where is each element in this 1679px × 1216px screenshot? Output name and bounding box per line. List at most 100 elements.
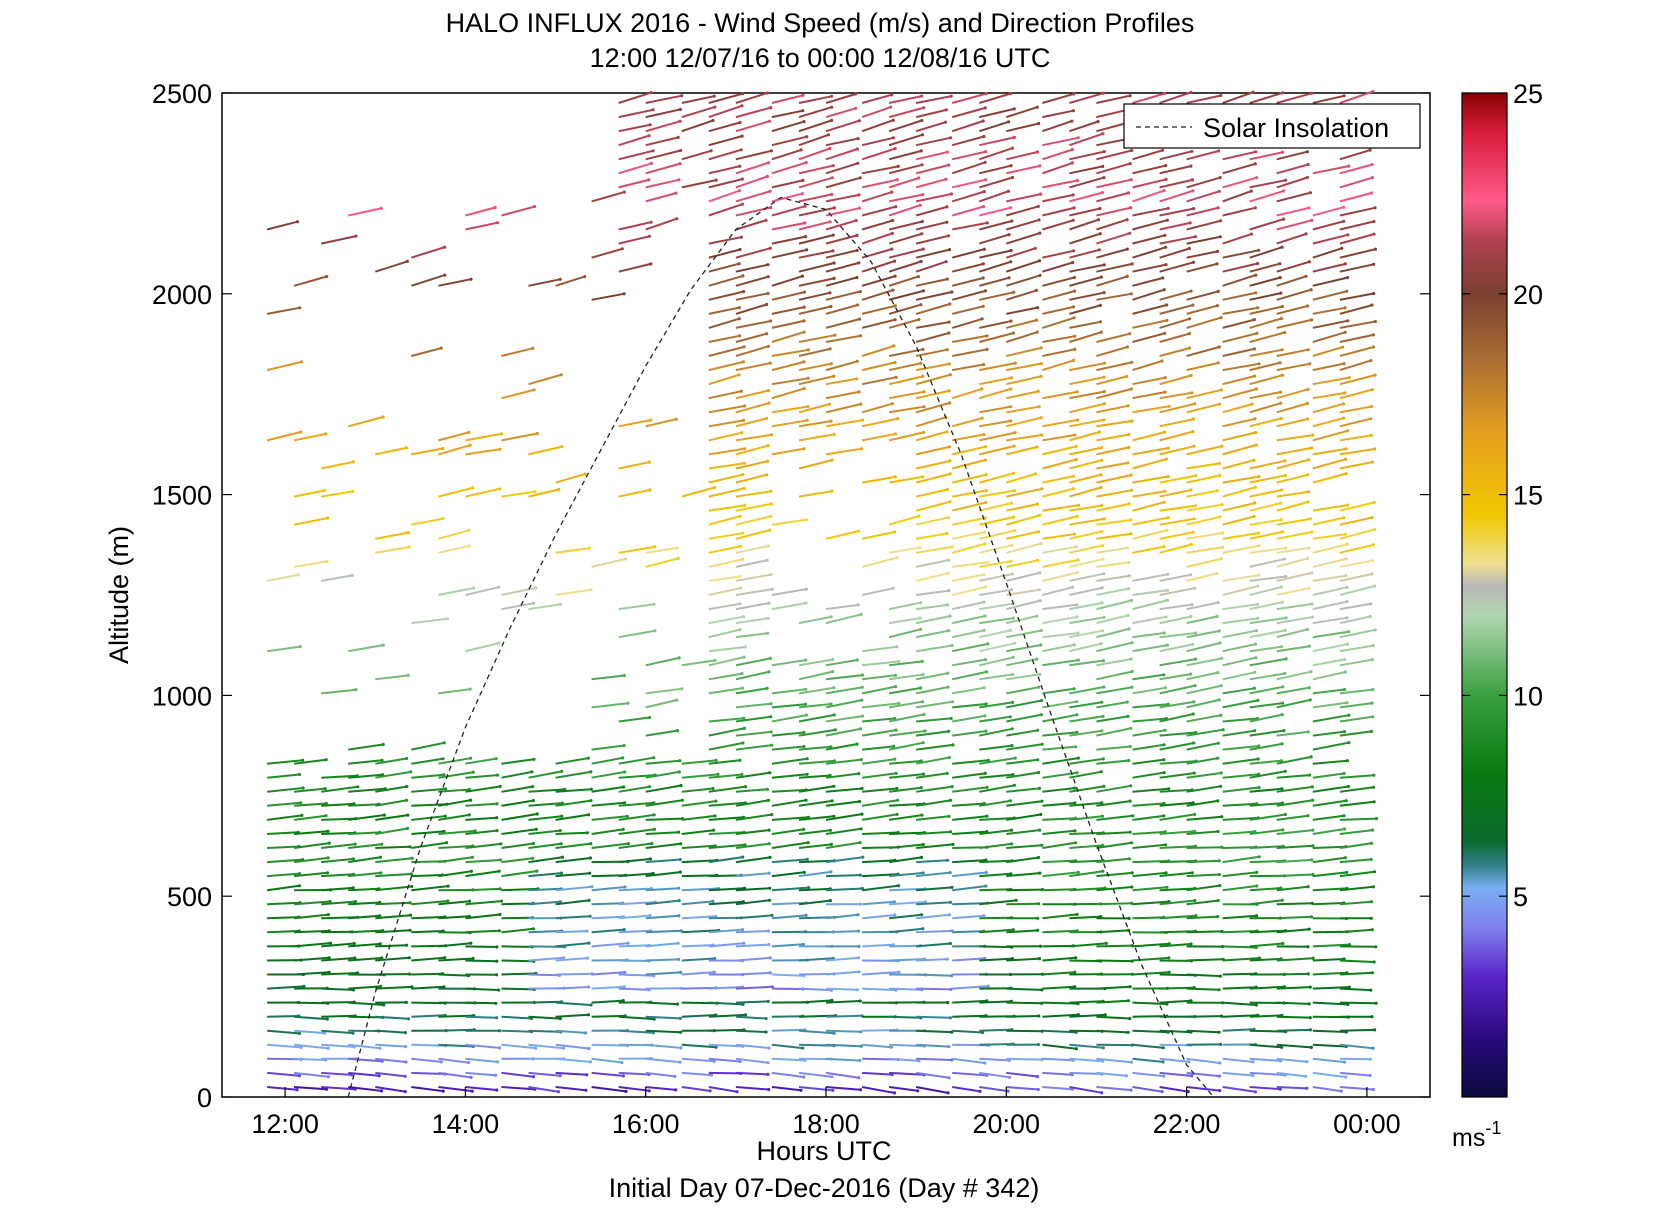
wind-barb xyxy=(1006,844,1042,849)
wind-barb xyxy=(1186,572,1218,582)
wind-barb-head xyxy=(1217,402,1222,406)
wind-barb-head xyxy=(1075,178,1080,183)
wind-barb xyxy=(1069,320,1101,329)
wind-barb-head xyxy=(714,178,718,182)
wind-barb xyxy=(528,373,562,386)
wind-barb-head xyxy=(380,758,384,762)
wind-barb-head xyxy=(620,247,624,251)
wind-barb xyxy=(1339,870,1375,878)
wind-barb-head xyxy=(466,1061,471,1065)
legend: Solar Insolation xyxy=(1123,103,1421,149)
wind-barb xyxy=(862,831,899,835)
wind-barb xyxy=(1159,1071,1192,1077)
wind-barb-head xyxy=(1190,178,1195,182)
wind-barb-head xyxy=(1280,373,1285,377)
wind-barb-head xyxy=(858,873,862,877)
wind-barb xyxy=(1069,165,1103,175)
wind-barb xyxy=(293,814,327,821)
legend-label: Solar Insolation xyxy=(1203,113,1389,143)
wind-barb xyxy=(915,1086,949,1094)
wind-barb-head xyxy=(895,786,899,791)
wind-barb xyxy=(951,542,986,554)
wind-barb xyxy=(375,757,407,765)
wind-barb xyxy=(1159,304,1194,315)
wind-barb xyxy=(1186,973,1221,978)
wind-barb xyxy=(321,574,353,582)
wind-barb xyxy=(1042,533,1075,540)
wind-barb-head xyxy=(1255,884,1259,888)
wind-barb xyxy=(591,744,625,751)
wind-barb xyxy=(267,845,300,849)
wind-barb xyxy=(1132,971,1170,976)
wind-barb xyxy=(1339,248,1376,259)
wind-barb-head xyxy=(1219,316,1223,320)
wind-barb xyxy=(952,957,985,962)
wind-barb-head xyxy=(802,319,806,323)
wind-barb-head xyxy=(1071,585,1075,589)
wind-barb-head xyxy=(1037,902,1041,906)
wind-barb-head xyxy=(1219,784,1223,788)
wind-barb-head xyxy=(1127,916,1131,921)
wind-barb-head xyxy=(1372,291,1376,296)
wind-barb xyxy=(266,360,302,372)
wind-barb-head xyxy=(1129,657,1133,661)
wind-barb xyxy=(888,149,922,161)
wind-barb-head xyxy=(765,558,769,562)
wind-barb xyxy=(591,674,625,681)
wind-barb-head xyxy=(469,756,473,760)
wind-barb-head xyxy=(382,1003,386,1007)
wind-barb xyxy=(862,1043,892,1049)
wind-barb xyxy=(1186,846,1222,849)
wind-barb xyxy=(411,915,446,920)
wind-barb xyxy=(1132,207,1169,217)
wind-barb-head xyxy=(678,119,682,123)
wind-barb xyxy=(528,973,560,977)
wind-barb xyxy=(438,915,470,920)
wind-barb-head xyxy=(647,1089,651,1093)
wind-barb-head xyxy=(678,857,682,862)
wind-barb-head xyxy=(1162,801,1166,806)
wind-barb xyxy=(708,104,743,119)
wind-barb-head xyxy=(919,855,924,860)
wind-barb xyxy=(1186,615,1218,625)
wind-barb xyxy=(825,148,858,161)
wind-barb-head xyxy=(531,346,535,350)
wind-barb xyxy=(798,362,832,372)
wind-barb-head xyxy=(831,657,835,662)
wind-barb xyxy=(915,389,950,400)
wind-barb xyxy=(979,291,1014,301)
wind-barb-head xyxy=(1127,560,1131,565)
wind-barb-head xyxy=(1038,513,1042,518)
wind-barb xyxy=(618,858,651,864)
wind-barb xyxy=(1096,1086,1132,1092)
wind-barb-head xyxy=(647,234,652,238)
wind-barb-head xyxy=(1311,956,1315,960)
wind-barb-head xyxy=(621,827,625,832)
wind-barb-head xyxy=(589,1003,593,1007)
wind-barb-head xyxy=(921,871,925,875)
wind-barb xyxy=(771,773,808,779)
wind-barb-head xyxy=(765,174,770,178)
wind-barb-head xyxy=(1012,783,1017,787)
wind-barb xyxy=(681,659,716,667)
wind-barb xyxy=(888,232,923,245)
wind-barb xyxy=(1222,1028,1254,1032)
wind-barb-head xyxy=(950,785,954,789)
wind-barb-head xyxy=(1009,260,1013,264)
wind-barb-head xyxy=(1165,218,1169,222)
wind-barb-head xyxy=(1034,288,1039,292)
wind-barb-head xyxy=(1037,770,1041,775)
wind-barb-head xyxy=(714,799,718,803)
wind-barb-head xyxy=(622,292,626,296)
wind-barb-head xyxy=(1371,644,1375,648)
wind-barb xyxy=(1249,586,1282,596)
wind-barb-head xyxy=(1036,306,1040,310)
wind-barb xyxy=(1006,929,1038,934)
wind-barb xyxy=(1249,828,1283,835)
wind-barb xyxy=(825,699,862,709)
wind-barb-head xyxy=(802,120,806,124)
wind-barb-head xyxy=(981,304,985,308)
wind-barb xyxy=(1312,319,1348,329)
wind-barb-head xyxy=(1343,856,1348,860)
wind-barb xyxy=(951,585,987,596)
